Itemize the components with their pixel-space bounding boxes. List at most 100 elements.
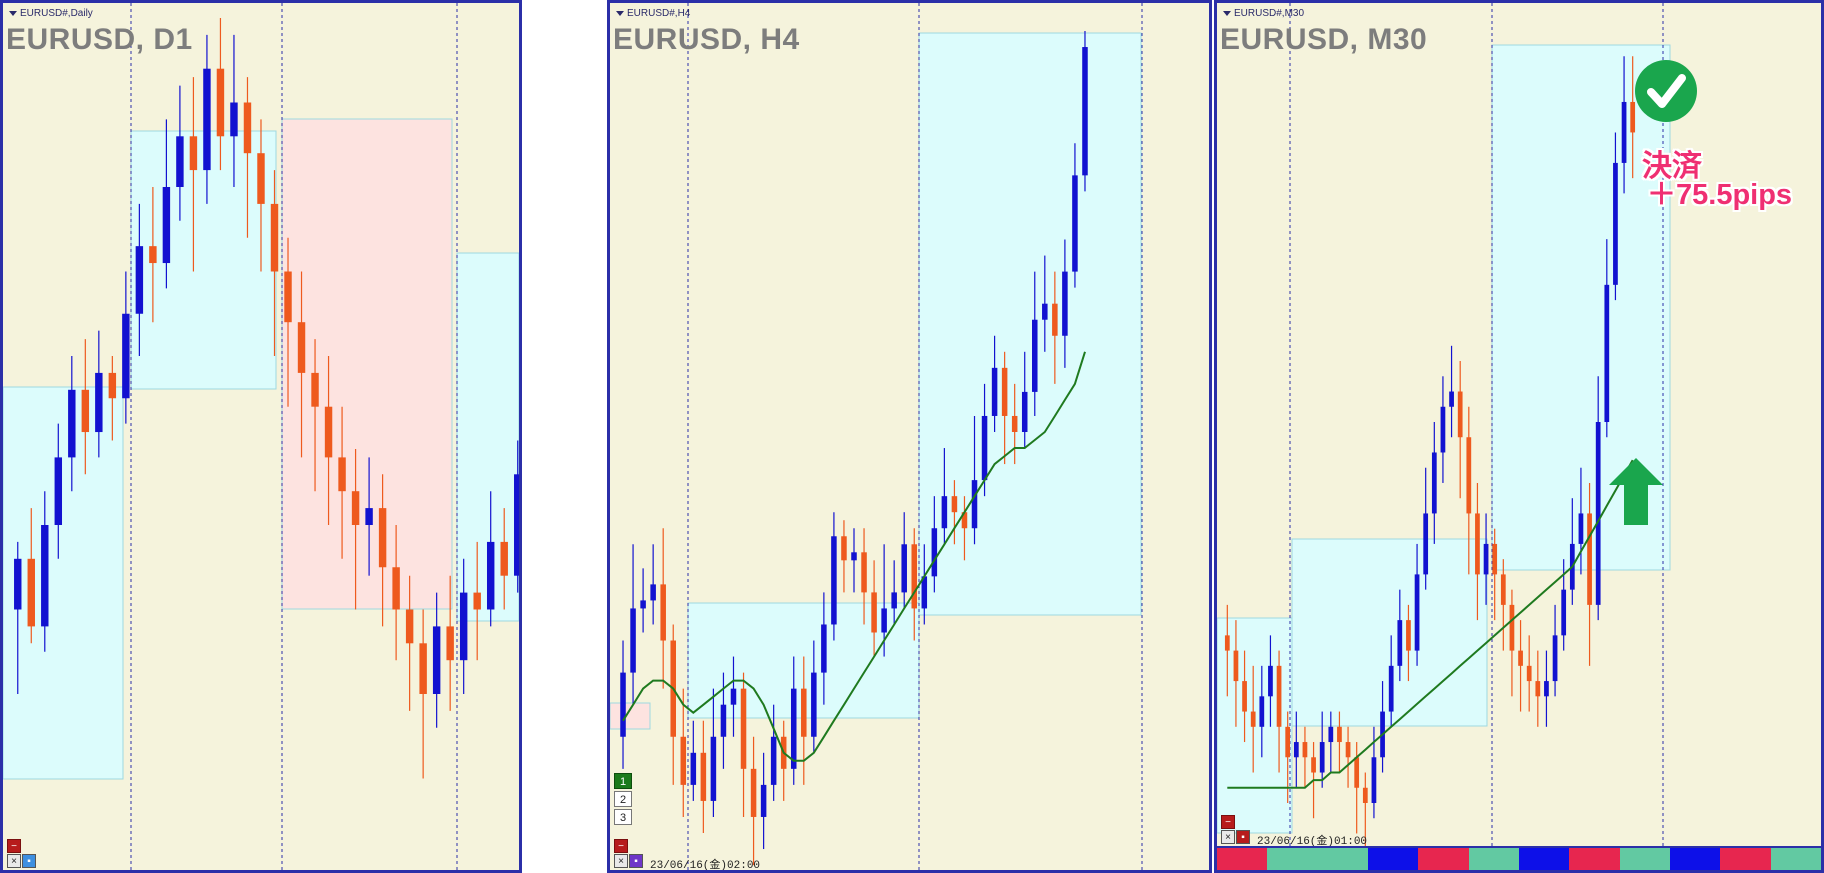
minimize-button[interactable]: − bbox=[1221, 815, 1235, 829]
candle-body bbox=[1224, 635, 1230, 651]
candle-body bbox=[230, 102, 238, 137]
candle-body bbox=[1604, 284, 1610, 422]
candle-body bbox=[1021, 391, 1028, 432]
chart-window-h4[interactable]: EURUSD#,H4 EURUSD, H4 1 2 3 − × ▪ 23/06/… bbox=[607, 0, 1212, 873]
candle-body bbox=[486, 541, 495, 610]
candle-body bbox=[1406, 620, 1411, 651]
indicator-button[interactable]: ▪ bbox=[1236, 830, 1250, 844]
candle-body bbox=[81, 389, 90, 433]
candle-body bbox=[841, 536, 847, 561]
candle-body bbox=[981, 415, 988, 481]
candle-body bbox=[660, 584, 666, 641]
dropdown-arrow-icon[interactable] bbox=[9, 10, 17, 16]
candle-body bbox=[1492, 543, 1498, 575]
symbol-label: EURUSD#,Daily bbox=[20, 8, 93, 19]
chart-tab-label: EURUSD#,H4 bbox=[616, 8, 690, 19]
candle-body bbox=[122, 313, 130, 399]
up-arrow-icon bbox=[1609, 458, 1663, 525]
candle-body bbox=[1535, 681, 1541, 697]
chart-canvas-d1[interactable] bbox=[3, 3, 519, 870]
candle-body bbox=[1311, 757, 1316, 773]
candle-body bbox=[1319, 742, 1325, 773]
settlement-label: 決済 bbox=[1642, 150, 1702, 183]
candle-body bbox=[324, 406, 333, 458]
panel-button-2[interactable]: 2 bbox=[614, 791, 632, 807]
candle-body bbox=[1397, 620, 1403, 666]
status-segment bbox=[1367, 848, 1419, 870]
candle-body bbox=[297, 322, 306, 373]
candle-body bbox=[1509, 604, 1515, 651]
candle-body bbox=[189, 136, 198, 171]
candle-body bbox=[284, 271, 292, 323]
candle-body bbox=[1621, 101, 1627, 163]
candle-body bbox=[831, 536, 837, 625]
zone-box bbox=[918, 32, 1142, 616]
chart-title: EURUSD, M30 bbox=[1220, 23, 1428, 56]
check-circle-icon bbox=[1635, 60, 1697, 122]
status-segment bbox=[1418, 848, 1469, 870]
status-segment bbox=[1669, 848, 1721, 870]
close-button[interactable]: × bbox=[7, 854, 21, 868]
candle-body bbox=[216, 68, 225, 137]
candle-body bbox=[1042, 303, 1048, 320]
status-segment bbox=[1569, 848, 1620, 870]
candle-body bbox=[365, 508, 373, 525]
panel-button-1[interactable]: 1 bbox=[614, 773, 632, 789]
candle-body bbox=[135, 246, 144, 314]
candle-body bbox=[54, 457, 63, 525]
candle-body bbox=[1466, 437, 1472, 514]
candle-body bbox=[392, 567, 400, 610]
candle-body bbox=[351, 491, 360, 525]
candle-body bbox=[730, 688, 737, 705]
candle-body bbox=[1337, 726, 1342, 743]
candle-body bbox=[1544, 681, 1549, 697]
chart-window-d1[interactable]: EURUSD#,Daily EURUSD, D1 − × ▪ bbox=[0, 0, 522, 873]
chart-canvas-h4[interactable] bbox=[610, 3, 1209, 870]
candle-body bbox=[750, 768, 757, 817]
candle-body bbox=[108, 372, 117, 399]
candle-body bbox=[1242, 681, 1247, 712]
indicator-button[interactable]: ▪ bbox=[22, 854, 36, 868]
candle-body bbox=[459, 592, 468, 661]
candle-body bbox=[27, 558, 35, 627]
minimize-button[interactable]: − bbox=[614, 839, 628, 853]
minimize-button[interactable]: − bbox=[7, 839, 21, 853]
dropdown-arrow-icon[interactable] bbox=[616, 10, 624, 16]
candle-body bbox=[1371, 757, 1377, 803]
panel-button-3[interactable]: 3 bbox=[614, 809, 632, 825]
candle-body bbox=[1001, 367, 1008, 416]
check-mark bbox=[1647, 74, 1686, 108]
candle-body bbox=[620, 672, 626, 737]
candle-body bbox=[378, 508, 387, 568]
candle-body bbox=[1345, 742, 1351, 758]
candle-body bbox=[690, 752, 697, 785]
candle-body bbox=[1276, 665, 1282, 727]
close-button[interactable]: × bbox=[1221, 830, 1235, 844]
candle-body bbox=[1630, 101, 1636, 133]
close-button[interactable]: × bbox=[614, 854, 628, 868]
chart-canvas-m30[interactable] bbox=[1217, 3, 1821, 870]
candle-body bbox=[770, 736, 777, 785]
chart-title: EURUSD, D1 bbox=[6, 23, 193, 56]
candle-body bbox=[1354, 757, 1360, 788]
candle-body bbox=[270, 203, 279, 272]
candle-body bbox=[1052, 303, 1058, 336]
candle-body bbox=[14, 558, 22, 610]
indicator-button[interactable]: ▪ bbox=[629, 854, 643, 868]
candle-body bbox=[1440, 406, 1446, 453]
signal-status-bar bbox=[1217, 846, 1821, 870]
candle-body bbox=[1423, 513, 1429, 575]
candle-body bbox=[710, 736, 717, 801]
candle-body bbox=[338, 457, 346, 492]
chart-window-m30[interactable]: EURUSD#,M30 EURUSD, M30 − × ▪ 23/06/16(金… bbox=[1214, 0, 1824, 873]
zone-box bbox=[3, 386, 124, 780]
status-segment bbox=[1267, 848, 1318, 870]
candle-body bbox=[1250, 711, 1256, 727]
dropdown-arrow-icon[interactable] bbox=[1223, 10, 1231, 16]
candle-body bbox=[1072, 175, 1078, 272]
candle-body bbox=[432, 626, 441, 694]
candle-body bbox=[243, 102, 252, 154]
candle-body bbox=[1595, 422, 1601, 605]
candle-body bbox=[951, 496, 958, 513]
